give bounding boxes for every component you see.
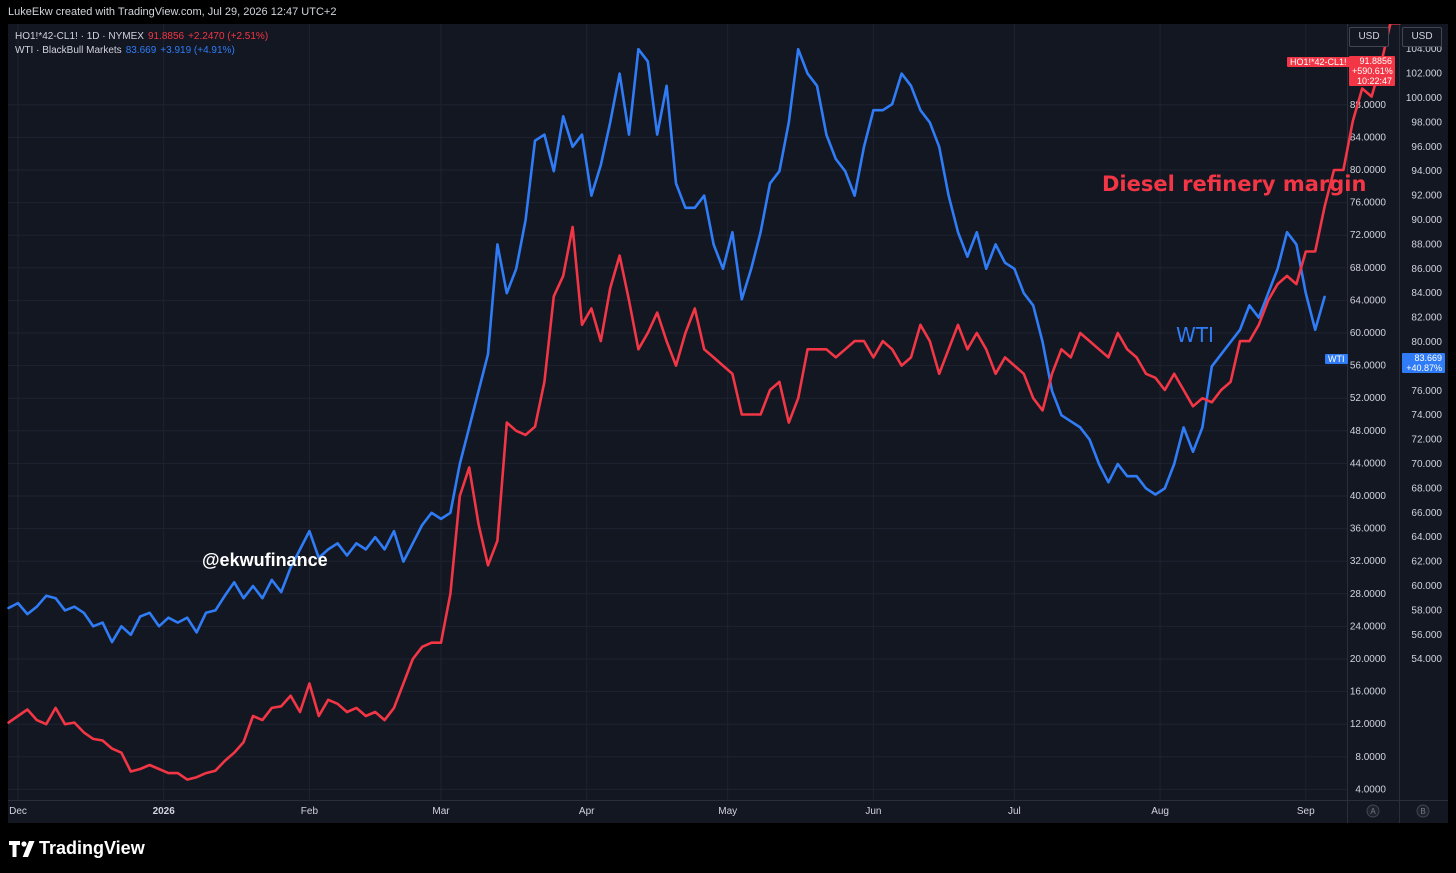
- y-tick-label-left: 8.0000: [1355, 752, 1386, 763]
- y-tick-label-left: 72.0000: [1350, 230, 1387, 241]
- currency-button-left[interactable]: USD: [1349, 27, 1389, 47]
- time-axis-button-b[interactable]: B: [1420, 807, 1425, 816]
- y-tick-label-right: 54.000: [1411, 654, 1442, 665]
- y-tick-label-left: 24.0000: [1350, 621, 1387, 632]
- x-tick-label: Sep: [1297, 806, 1315, 817]
- price-tag-countdown: 10:22:47: [1356, 76, 1392, 86]
- price-tag-value: 91.8856: [1359, 56, 1392, 66]
- x-tick-label: Feb: [301, 806, 319, 817]
- series-label-tag-spread: HO1!*42-CL1!: [1287, 57, 1350, 67]
- x-tick-label: Aug: [1151, 806, 1169, 817]
- y-tick-label-left: 76.0000: [1350, 198, 1387, 209]
- y-tick-label-left: 84.0000: [1350, 132, 1387, 143]
- price-tag-wti: 83.669 +40.87%: [1402, 353, 1445, 373]
- legend-row-spread[interactable]: HO1!*42-CL1! · 1D · NYMEX 91.8856 +2.2470 …: [15, 31, 268, 42]
- y-tick-label-left: 40.0000: [1350, 491, 1387, 502]
- series-label-tag-wti: WTI: [1325, 354, 1348, 364]
- y-tick-label-right: 86.000: [1411, 264, 1442, 275]
- price-axis-left[interactable]: 4.0000 8.0000 12.0000 16.0000 20.0000 24.0000…: [1350, 100, 1387, 796]
- y-tick-label-right: 92.000: [1411, 191, 1442, 202]
- y-tick-label-right: 74.000: [1411, 410, 1442, 421]
- brand-name: TradingView: [39, 838, 145, 858]
- y-tick-label-right: 62.000: [1411, 557, 1442, 568]
- y-tick-label-right: 88.000: [1411, 239, 1442, 250]
- annotation-diesel-refinery-margin: Diesel refinery margin: [1102, 172, 1366, 196]
- x-tick-label: Jul: [1008, 806, 1021, 817]
- y-tick-label-left: 20.0000: [1350, 654, 1387, 665]
- currency-button-right[interactable]: USD: [1402, 27, 1442, 47]
- y-tick-label-right: 94.000: [1411, 166, 1442, 177]
- y-tick-label-right: 56.000: [1411, 630, 1442, 641]
- legend-last: 83.669: [125, 45, 157, 56]
- y-tick-label-left: 16.0000: [1350, 687, 1387, 698]
- legend-symbol: WTI · BlackBull Markets: [15, 45, 122, 56]
- time-axis[interactable]: Dec 2026 Feb Mar Apr May Jun Jul Aug Sep: [9, 806, 1315, 817]
- y-tick-label-left: 56.0000: [1350, 361, 1387, 372]
- footer-bar: [0, 824, 1456, 873]
- attribution: LukeEkw created with TradingView.com, Ju…: [8, 6, 337, 18]
- y-tick-label-right: 60.000: [1411, 581, 1442, 592]
- y-tick-label-left: 64.0000: [1350, 295, 1387, 306]
- price-tag-value: 83.669: [1414, 353, 1442, 363]
- y-tick-label-left: 4.0000: [1355, 784, 1386, 795]
- y-tick-label-right: 76.000: [1411, 386, 1442, 397]
- legend-last: 91.8856: [147, 31, 185, 42]
- series-line-spread: [7, 0, 1456, 781]
- price-axis-right[interactable]: 54.000 56.000 58.000 60.000 62.000 64.000 66.0…: [1406, 44, 1443, 665]
- tradingview-logo[interactable]: TradingView: [9, 838, 145, 859]
- price-tag-percent: +40.87%: [1406, 363, 1442, 373]
- y-tick-label-right: 98.000: [1411, 117, 1442, 128]
- grid: [8, 24, 1347, 800]
- y-tick-label-right: 100.000: [1406, 93, 1443, 104]
- y-tick-label-right: 90.000: [1411, 215, 1442, 226]
- y-tick-label-right: 70.000: [1411, 459, 1442, 470]
- x-tick-label: Apr: [579, 806, 595, 817]
- x-tick-label: Dec: [9, 806, 27, 817]
- y-tick-label-left: 36.0000: [1350, 524, 1387, 535]
- price-tag-spread: 91.8856 +590.61% 10:22:47: [1349, 56, 1395, 86]
- y-tick-label-left: 88.0000: [1350, 100, 1387, 111]
- y-tick-label-right: 64.000: [1411, 532, 1442, 543]
- legend-change: +3.919 (+4.91%): [160, 45, 235, 56]
- y-tick-label-left: 80.0000: [1350, 165, 1387, 176]
- y-tick-label-left: 48.0000: [1350, 426, 1387, 437]
- y-tick-label-right: 80.000: [1411, 337, 1442, 348]
- y-tick-label-right: 96.000: [1411, 142, 1442, 153]
- legend-symbol: HO1!*42-CL1! · 1D · NYMEX: [15, 31, 144, 42]
- series-line-wti: [7, 47, 1326, 644]
- y-tick-label-left: 12.0000: [1350, 719, 1387, 730]
- y-tick-label-right: 102.000: [1406, 69, 1443, 80]
- legend-row-wti[interactable]: WTI · BlackBull Markets 83.669 +3.919 (+4.…: [15, 45, 235, 56]
- annotation-wti: WTI: [1176, 323, 1214, 347]
- y-tick-label-left: 68.0000: [1350, 263, 1387, 274]
- price-chart[interactable]: 4.0000 8.0000 12.0000 16.0000 20.0000 24.0000…: [0, 0, 1456, 824]
- price-tag-percent: +590.61%: [1352, 66, 1393, 76]
- tradingview-icon: [9, 840, 35, 857]
- y-tick-label-left: 52.0000: [1350, 393, 1387, 404]
- time-axis-buttons[interactable]: A B: [1366, 804, 1430, 818]
- y-tick-label-right: 72.000: [1411, 435, 1442, 446]
- y-tick-label-left: 32.0000: [1350, 556, 1387, 567]
- x-tick-label: Mar: [432, 806, 450, 817]
- y-tick-label-right: 84.000: [1411, 288, 1442, 299]
- y-tick-label-left: 44.0000: [1350, 458, 1387, 469]
- y-tick-label-right: 66.000: [1411, 508, 1442, 519]
- y-tick-label-right: 82.000: [1411, 313, 1442, 324]
- x-tick-label: May: [718, 806, 737, 817]
- y-tick-label-right: 104.000: [1406, 44, 1443, 55]
- header-bar: LukeEkw created with TradingView.com, Ju…: [0, 0, 1456, 24]
- y-tick-label-left: 28.0000: [1350, 589, 1387, 600]
- x-tick-label: Jun: [865, 806, 881, 817]
- legend-change: +2.2470 (+2.51%): [188, 31, 269, 42]
- watermark: @ekwufinance: [202, 550, 328, 570]
- y-tick-label-left: 60.0000: [1350, 328, 1387, 339]
- y-tick-label-right: 58.000: [1411, 605, 1442, 616]
- time-axis-button-a[interactable]: A: [1370, 807, 1376, 816]
- y-tick-label-right: 68.000: [1411, 483, 1442, 494]
- x-tick-label: 2026: [153, 806, 176, 817]
